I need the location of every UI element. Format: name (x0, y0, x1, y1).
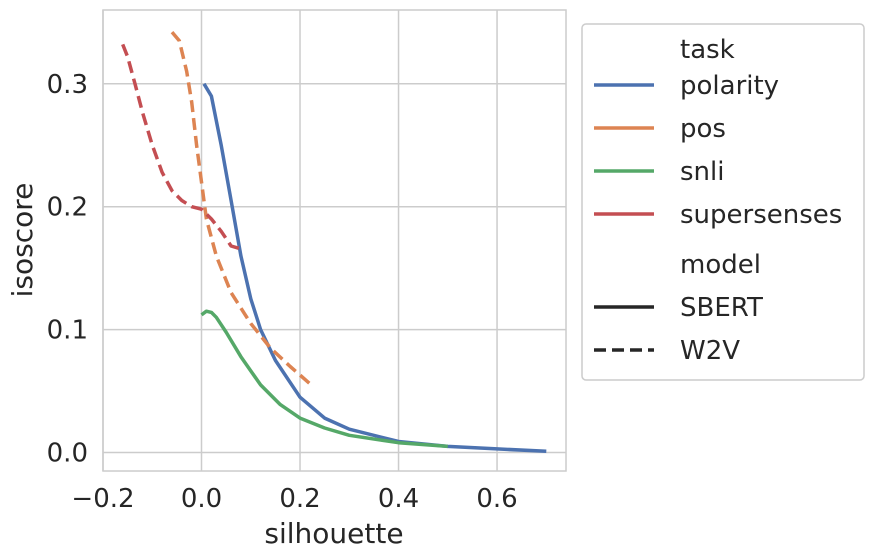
legend-task-entries: polarity pos snli supersenses (594, 71, 842, 230)
grid (102, 10, 566, 471)
series-line-pos-w2v (170, 30, 312, 386)
legend-model-entries: SBERT W2V (594, 293, 763, 366)
x-axis-label: silhouette (264, 517, 403, 550)
y-tick-label: 0.1 (47, 316, 88, 346)
legend-label-polarity: polarity (680, 71, 779, 101)
x-tick-label: −0.2 (71, 484, 134, 514)
y-tick-label: 0.3 (47, 70, 88, 100)
series-line-snli-sbert (200, 309, 448, 449)
y-tick-label: 0.2 (47, 193, 88, 223)
legend-task-title: task (680, 35, 735, 65)
legend-label-sbert: SBERT (680, 293, 763, 323)
legend: task polarity pos snli supersenses model SB… (581, 23, 865, 381)
series-line-supersenses-w2v (121, 43, 244, 252)
x-tick-label: 0.0 (181, 484, 222, 514)
legend-label-w2v: W2V (680, 336, 740, 366)
x-tick-label: 0.6 (476, 484, 517, 514)
series-layer (121, 30, 547, 454)
x-tick-label: 0.4 (378, 484, 419, 514)
y-tick-label: 0.0 (47, 439, 88, 469)
legend-label-snli: snli (680, 157, 724, 187)
legend-frame (581, 23, 865, 381)
x-tick-label: 0.2 (279, 484, 320, 514)
legend-label-pos: pos (680, 114, 726, 144)
y-axis-ticks: 0.0 0.1 0.2 0.3 (47, 70, 88, 469)
x-axis-ticks: −0.2 0.0 0.2 0.4 0.6 (71, 484, 517, 514)
plot-frame (102, 9, 567, 472)
legend-label-supersenses: supersenses (680, 200, 842, 230)
legend-model-title: model (680, 250, 761, 280)
y-axis-label: isoscore (6, 183, 39, 298)
series-line-polarity-sbert (202, 82, 547, 454)
